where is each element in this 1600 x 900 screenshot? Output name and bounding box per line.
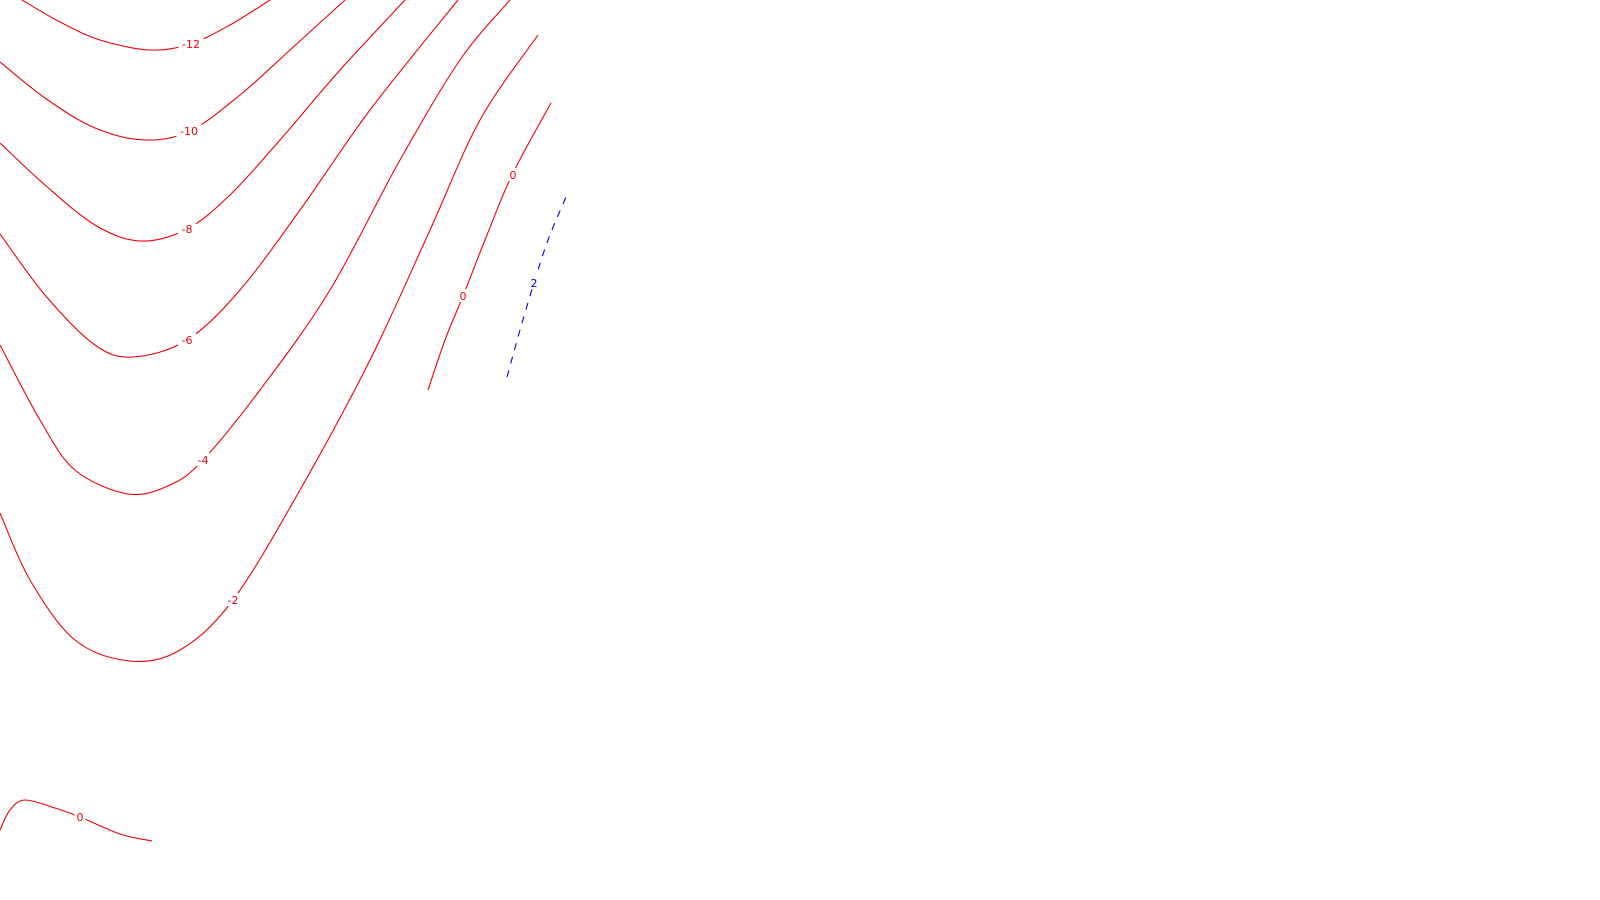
contour-line-level-neg12-0 xyxy=(21,0,271,51)
contour-label-bg xyxy=(178,333,196,346)
contour-line-level-neg4-4 xyxy=(0,0,511,496)
contour-line-level-0-6 xyxy=(427,102,552,391)
contour-label: 0 xyxy=(77,811,84,824)
contour-line-level-2-8 xyxy=(506,196,567,378)
contour-label-bg xyxy=(528,276,540,289)
contour-label-bg xyxy=(457,289,469,302)
contour-label: -8 xyxy=(182,223,193,236)
contour-label: -10 xyxy=(180,125,198,138)
contour-line-level-neg6-3 xyxy=(0,0,459,358)
contour-label-bg xyxy=(178,222,196,235)
contour-label-bg xyxy=(507,168,519,181)
contour-label: -12 xyxy=(182,38,200,51)
contour-label: 0 xyxy=(460,290,467,303)
contour-label-bg xyxy=(176,124,202,137)
contour-line-level-neg2-5 xyxy=(0,34,539,662)
contour-label: -6 xyxy=(182,334,193,347)
contour-label-bg xyxy=(224,593,242,606)
contour-label: -4 xyxy=(198,454,209,467)
contour-label-bg xyxy=(74,810,86,823)
contour-label-bg xyxy=(178,37,204,50)
contour-line-level-neg10-1 xyxy=(0,0,346,141)
contour-line-level-0-7 xyxy=(0,799,153,842)
contour-label: 2 xyxy=(531,277,538,290)
contour-label: -2 xyxy=(228,594,239,607)
contour-label: 0 xyxy=(510,169,517,182)
contour-label-bg xyxy=(194,453,212,466)
contour-labels: -12 -10 -8 -6 -4 -2 0 0 0 2 xyxy=(74,37,540,824)
